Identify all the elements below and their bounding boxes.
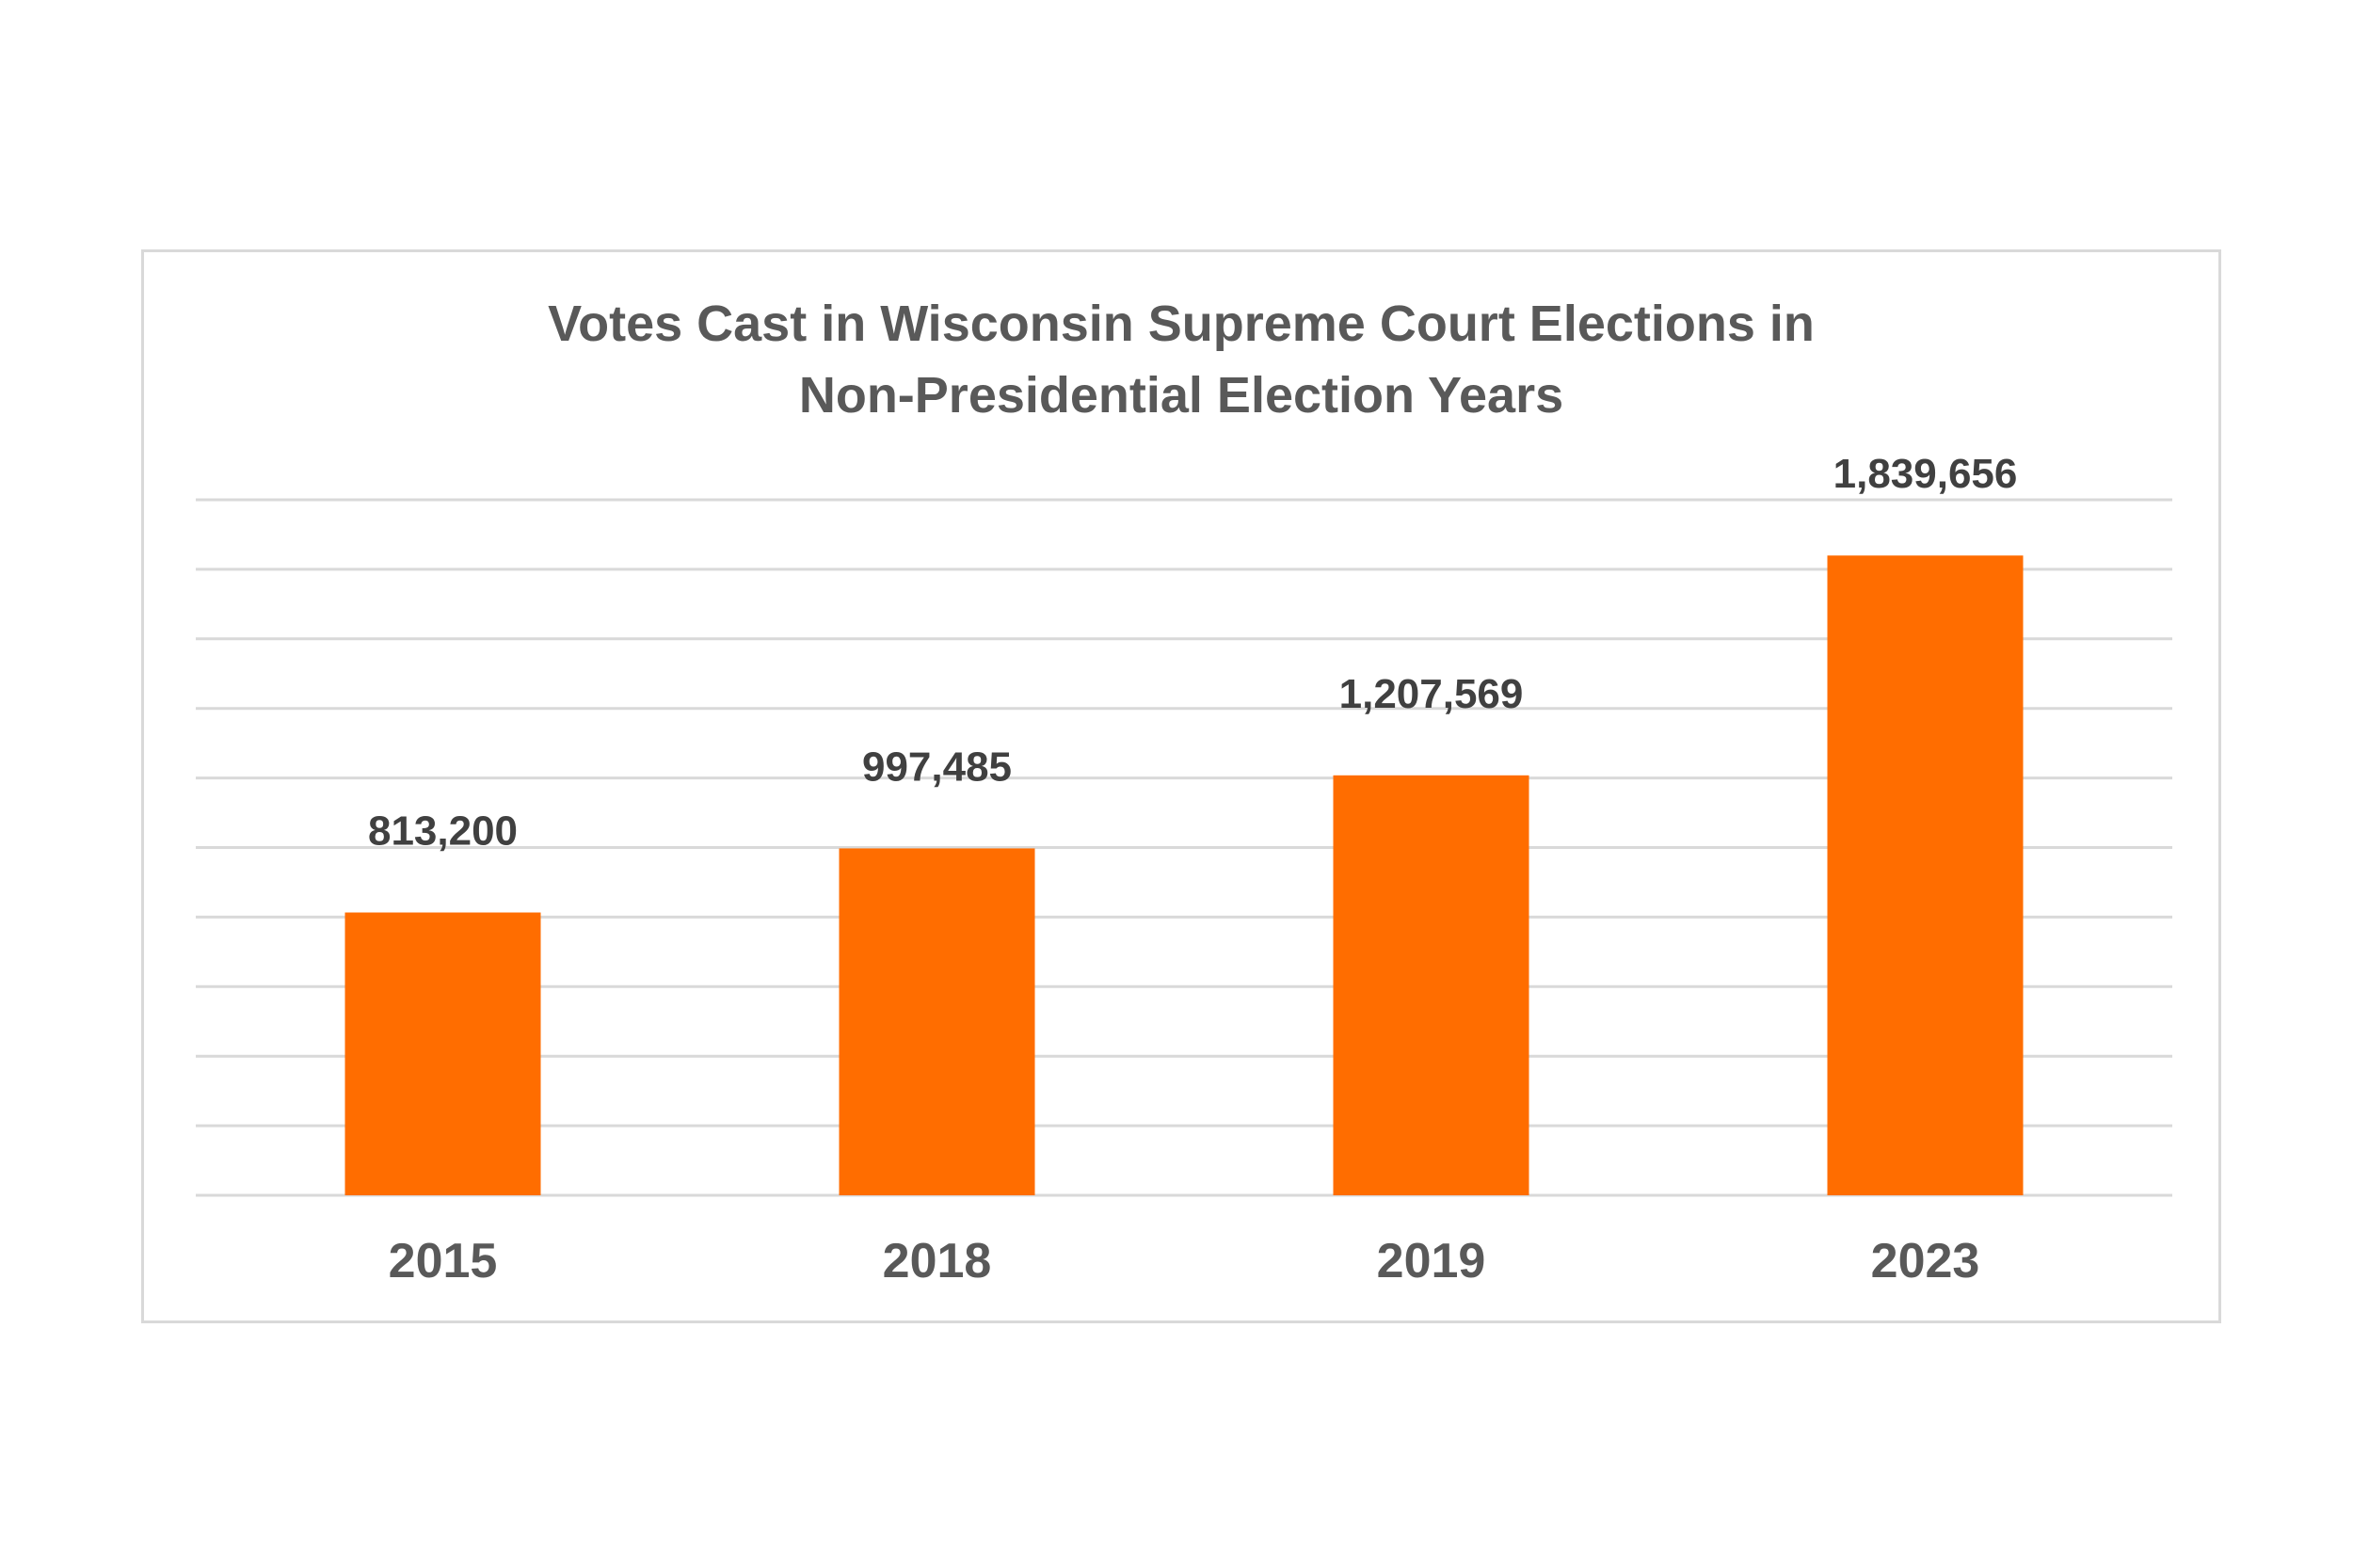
bar-chart: 813,200 2015 997,485 2018 1,207,569 2019 1,839… xyxy=(196,451,2172,1288)
data-label-2018: 997,485 xyxy=(862,744,1012,790)
x-tick-label-2023: 2023 xyxy=(1871,1234,1980,1288)
chart-title-line2: Non-Presidential Election Years xyxy=(798,367,1564,424)
chart-frame: Votes Cast in Wisconsin Supreme Court El… xyxy=(141,249,2221,1323)
bar-2023 xyxy=(1827,555,2024,1195)
data-label-2023: 1,839,656 xyxy=(1833,451,2018,497)
bar-2015 xyxy=(344,912,541,1195)
x-tick-label-2018: 2018 xyxy=(883,1234,992,1288)
chart-title-line1: Votes Cast in Wisconsin Supreme Court El… xyxy=(548,296,1815,352)
bar-2018 xyxy=(839,848,1035,1195)
x-tick-label-2019: 2019 xyxy=(1377,1234,1486,1288)
x-tick-label-2015: 2015 xyxy=(389,1234,498,1288)
data-label-2015: 813,200 xyxy=(368,808,518,855)
data-label-2019: 1,207,569 xyxy=(1339,671,1524,717)
bar-2019 xyxy=(1333,775,1529,1195)
